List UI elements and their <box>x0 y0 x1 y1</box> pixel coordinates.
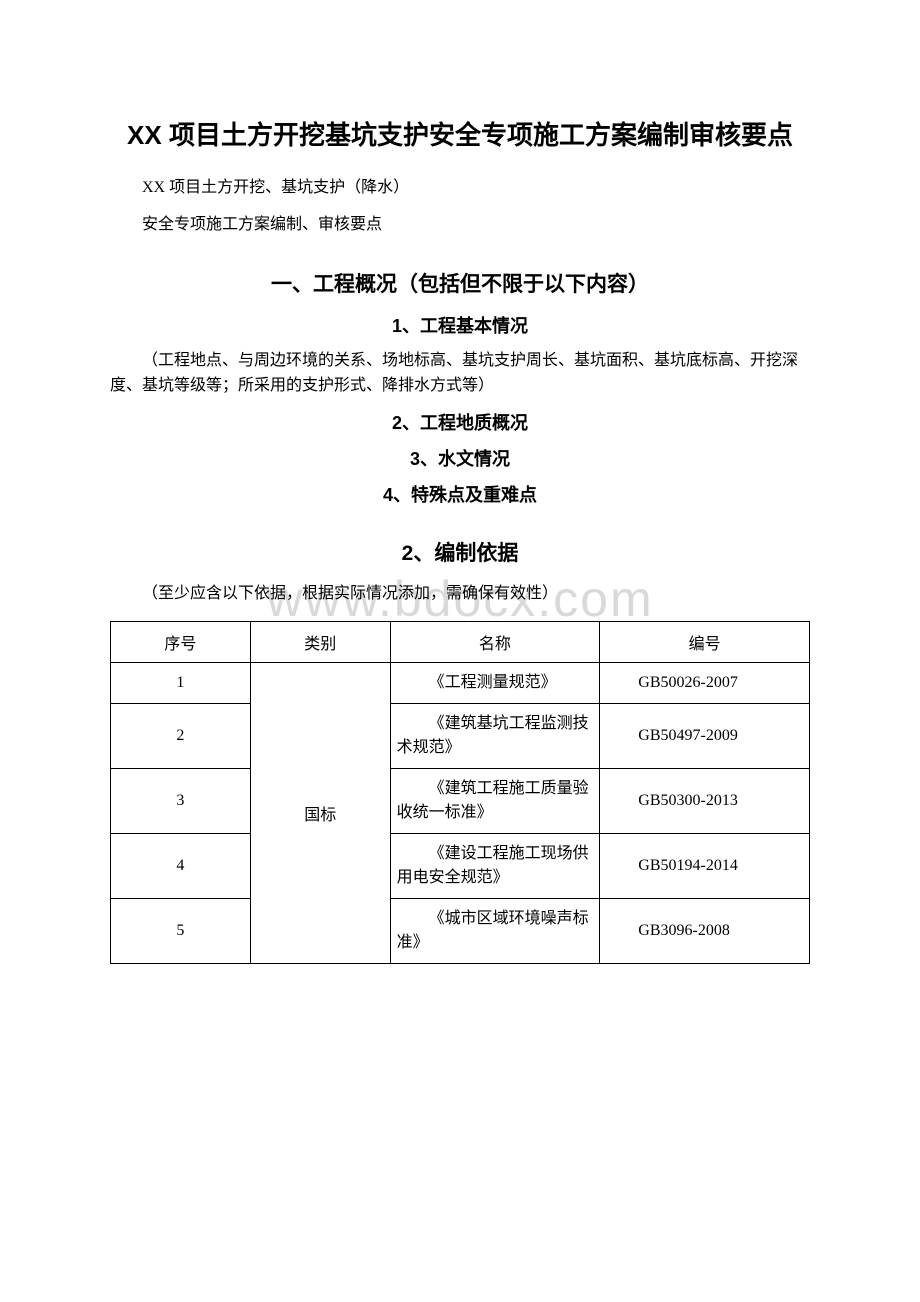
subsection-1-3: 3、水文情况 <box>110 445 810 471</box>
table-row: 2 《建筑基坑工程监测技术规范》 GB50497-2009 <box>111 703 810 768</box>
cell-code: GB50026-2007 <box>600 662 810 703</box>
cell-seq: 4 <box>111 833 251 898</box>
cell-category: 国标 <box>250 662 390 963</box>
table-row: 5 《城市区域环境噪声标准》 GB3096-2008 <box>111 898 810 963</box>
cell-code: GB50497-2009 <box>600 703 810 768</box>
cell-code: GB50300-2013 <box>600 768 810 833</box>
subsection-1-2: 2、工程地质概况 <box>110 409 810 435</box>
main-title: XX 项目土方开挖基坑支护安全专项施工方案编制审核要点 <box>110 115 810 157</box>
intro-line-1: XX 项目土方开挖、基坑支护（降水） <box>110 175 810 201</box>
para-2: （至少应含以下依据，根据实际情况添加，需确保有效性） <box>110 581 810 607</box>
table-row: 3 《建筑工程施工质量验收统一标准》 GB50300-2013 <box>111 768 810 833</box>
cell-name: 《城市区域环境噪声标准》 <box>390 898 600 963</box>
subsection-1-4: 4、特殊点及重难点 <box>110 481 810 507</box>
section-2-title: 2、编制依据 <box>110 537 810 567</box>
header-seq: 序号 <box>111 621 251 662</box>
intro-line-2: 安全专项施工方案编制、审核要点 <box>110 212 810 238</box>
cell-name: 《工程测量规范》 <box>390 662 600 703</box>
cell-seq: 2 <box>111 703 251 768</box>
table-header-row: 序号 类别 名称 编号 <box>111 621 810 662</box>
table-row: 1 国标 《工程测量规范》 GB50026-2007 <box>111 662 810 703</box>
cell-name: 《建筑基坑工程监测技术规范》 <box>390 703 600 768</box>
subsection-1-1: 1、工程基本情况 <box>110 312 810 338</box>
cell-name: 《建设工程施工现场供用电安全规范》 <box>390 833 600 898</box>
cell-name: 《建筑工程施工质量验收统一标准》 <box>390 768 600 833</box>
cell-seq: 5 <box>111 898 251 963</box>
table-row: 4 《建设工程施工现场供用电安全规范》 GB50194-2014 <box>111 833 810 898</box>
standards-table: 序号 类别 名称 编号 1 国标 《工程测量规范》 GB50026-2007 2… <box>110 621 810 964</box>
para-1-1: （工程地点、与周边环境的关系、场地标高、基坑支护周长、基坑面积、基坑底标高、开挖… <box>110 348 810 399</box>
cell-seq: 3 <box>111 768 251 833</box>
cell-seq: 1 <box>111 662 251 703</box>
header-code: 编号 <box>600 621 810 662</box>
header-name: 名称 <box>390 621 600 662</box>
document-content: XX 项目土方开挖基坑支护安全专项施工方案编制审核要点 XX 项目土方开挖、基坑… <box>110 115 810 964</box>
section-1-title: 一、工程概况（包括但不限于以下内容） <box>110 268 810 298</box>
cell-code: GB3096-2008 <box>600 898 810 963</box>
cell-code: GB50194-2014 <box>600 833 810 898</box>
header-category: 类别 <box>250 621 390 662</box>
